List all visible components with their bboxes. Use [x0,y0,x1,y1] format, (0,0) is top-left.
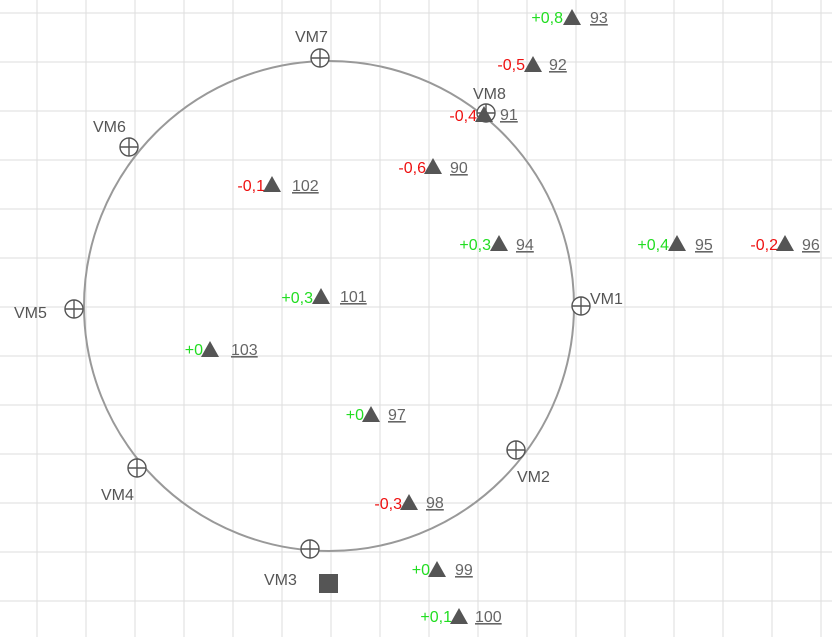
delta-label: +0 [412,562,430,579]
point-number[interactable]: 99 [455,562,473,579]
vm-marker-vm1[interactable]: VM1 [571,291,623,316]
delta-label: -0,4 [449,108,477,125]
delta-label: -0,6 [398,160,426,177]
point-95[interactable]: +0,4 95 [637,235,713,254]
vm-marker-vm3[interactable]: VM3 [264,539,320,589]
delta-label: +0 [346,407,364,424]
point-98[interactable]: -0,3 98 [374,494,444,513]
vm-label: VM4 [101,487,134,504]
point-number[interactable]: 97 [388,407,406,424]
point-94[interactable]: +0,3 94 [459,235,534,254]
triangle-icon [776,235,794,251]
delta-label: -0,5 [497,57,525,74]
crosshair-icon [127,458,147,478]
point-number[interactable]: 92 [549,57,567,74]
delta-label: +0,8 [531,10,563,27]
vm-marker-vm4[interactable]: VM4 [101,458,147,504]
triangle-icon [400,494,418,510]
triangle-icon [450,608,468,624]
point-99[interactable]: +0 99 [412,561,473,579]
point-number[interactable]: 94 [516,237,534,254]
point-96[interactable]: -0,2 96 [750,235,820,254]
triangle-icon [668,235,686,251]
point-103[interactable]: +0 103 [185,341,258,359]
point-number[interactable]: 91 [500,107,518,124]
crosshair-icon [64,299,84,319]
triangle-icon [201,341,219,357]
triangle-icon [428,561,446,577]
vm-label: VM6 [93,119,126,136]
triangle-icon [362,406,380,422]
delta-label: -0,1 [237,178,265,195]
point-number[interactable]: 101 [340,289,367,306]
point-number[interactable]: 98 [426,495,444,512]
delta-label: +0 [185,342,203,359]
point-number[interactable]: 95 [695,237,713,254]
delta-label: +0,4 [637,237,669,254]
point-number[interactable]: 102 [292,178,319,195]
crosshair-icon [310,48,330,68]
vm-marker-vm2[interactable]: VM2 [506,440,550,486]
point-number[interactable]: 93 [590,10,608,27]
vm-label: VM5 [14,305,47,322]
point-number[interactable]: 103 [231,342,258,359]
triangle-icon [490,235,508,251]
point-102[interactable]: -0,1 102 [237,176,319,195]
crosshair-icon [300,539,320,559]
measurement-points: +0,8 93 -0,5 92 -0,4 91 -0,6 90 -0,1 102… [185,9,820,626]
triangle-icon [475,106,493,122]
delta-label: +0,1 [420,609,452,626]
point-93[interactable]: +0,8 93 [531,9,608,27]
vm-label: VM1 [590,291,623,308]
point-100[interactable]: +0,1 100 [420,608,502,626]
point-97[interactable]: +0 97 [346,406,406,424]
delta-label: -0,2 [750,237,778,254]
triangle-icon [312,288,330,304]
triangle-icon [563,9,581,25]
vm-label: VM3 [264,572,297,589]
delta-label: +0,3 [459,237,491,254]
point-91[interactable]: -0,4 91 [449,106,518,125]
point-number[interactable]: 90 [450,160,468,177]
square-marker[interactable] [319,574,338,593]
vm-marker-vm5[interactable]: VM5 [14,299,84,322]
reference-circle [83,60,575,552]
crosshair-icon [506,440,526,460]
vm-label: VM8 [473,86,506,103]
crosshair-icon [571,296,591,316]
triangle-icon [424,158,442,174]
point-90[interactable]: -0,6 90 [398,158,468,177]
point-101[interactable]: +0,3 101 [281,288,367,307]
point-number[interactable]: 100 [475,609,502,626]
vm-marker-vm7[interactable]: VM7 [295,29,330,68]
vm-label: VM7 [295,29,328,46]
point-number[interactable]: 96 [802,237,820,254]
vm-markers: VM1 VM2 VM3 VM4 VM5 VM6 VM7 VM8 [14,29,623,589]
vm-marker-vm6[interactable]: VM6 [93,119,139,157]
triangle-icon [524,56,542,72]
crosshair-icon [119,137,139,157]
delta-label: -0,3 [374,496,402,513]
vm-label: VM2 [517,469,550,486]
point-92[interactable]: -0,5 92 [497,56,567,74]
delta-label: +0,3 [281,290,313,307]
triangle-icon [263,176,281,192]
